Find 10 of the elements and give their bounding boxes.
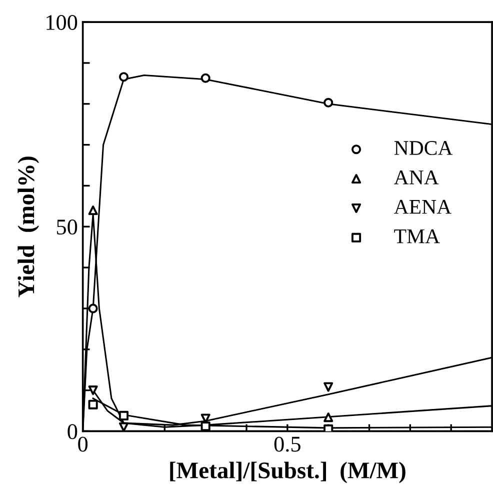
legend-label: ANA [394, 170, 439, 184]
x-tick-label: 0.5 [274, 436, 300, 452]
legend-label: NDCA [394, 141, 453, 156]
y-tick-label: 100 [46, 14, 78, 30]
legend-label: TMA [394, 229, 440, 244]
y-tick-label: 0 [68, 424, 78, 440]
y-tick-label: 50 [57, 220, 78, 235]
x-axis-title: [Metal]/[Subst.] (M/M) [170, 462, 406, 484]
legend-label: AENA [394, 200, 452, 214]
y-axis-title: Yield (mol%) [18, 156, 40, 298]
